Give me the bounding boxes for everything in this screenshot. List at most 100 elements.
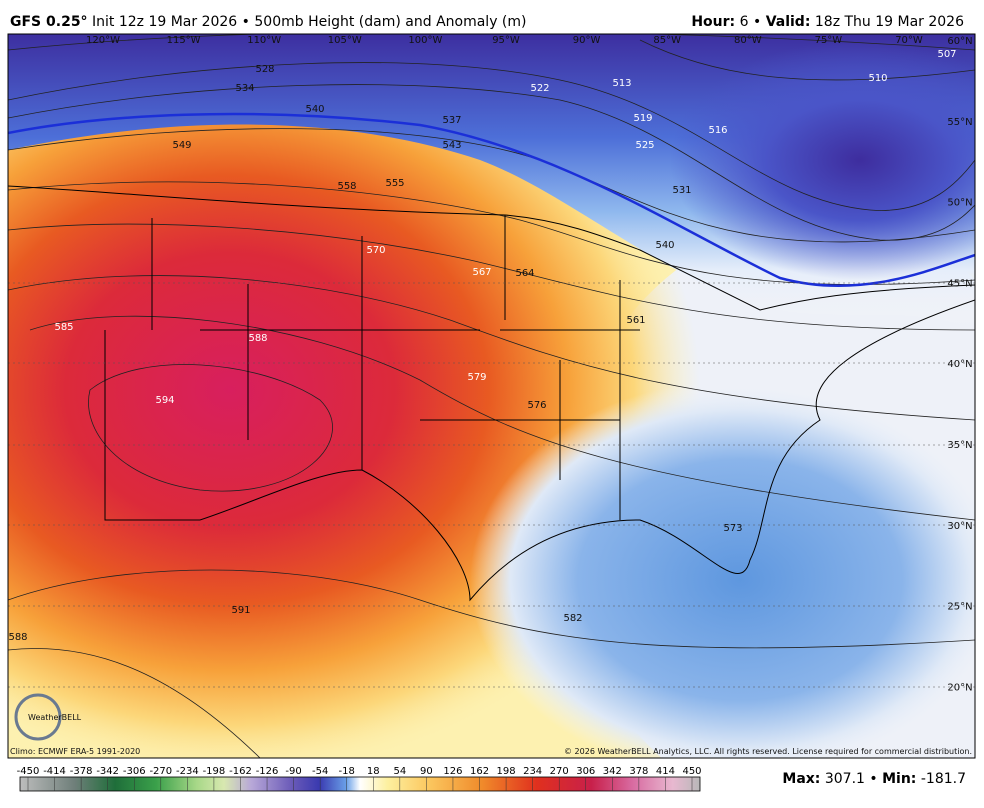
longitude-label: 95°W bbox=[492, 35, 520, 46]
title: Init 12z 19 Mar 2026 • 500mb Height (dam… bbox=[92, 14, 526, 30]
contour-label: 525 bbox=[635, 140, 654, 151]
header-left: GFS 0.25° Init 12z 19 Mar 2026 • 500mb H… bbox=[10, 14, 527, 30]
colorbar-tick-label: -162 bbox=[229, 766, 252, 777]
contour-label: 549 bbox=[172, 140, 191, 151]
contour-label: 573 bbox=[723, 523, 742, 534]
latitude-label: 25°N bbox=[947, 602, 972, 613]
latitude-label: 55°N bbox=[947, 117, 972, 128]
colorbar-tick-label: -18 bbox=[339, 766, 355, 777]
contour-label: 543 bbox=[442, 140, 461, 151]
contour-label: 534 bbox=[235, 83, 254, 94]
colorbar-tick-label: -378 bbox=[70, 766, 93, 777]
copyright: © 2026 WeatherBELL Analytics, LLC. All r… bbox=[564, 747, 972, 756]
latitude-label: 35°N bbox=[947, 440, 972, 451]
climo: Climo: ECMWF ERA-5 1991-2020 bbox=[10, 747, 140, 756]
latitude-label: 45°N bbox=[947, 278, 972, 289]
colorbar-tick-label: 306 bbox=[576, 766, 595, 777]
longitude-label: 85°W bbox=[653, 35, 681, 46]
logo-swirl bbox=[14, 693, 62, 741]
header-right: Hour: 6 • Valid: 18z Thu 19 Mar 2026 bbox=[691, 14, 964, 30]
max: 307.1 • bbox=[825, 771, 878, 787]
contour-label: 558 bbox=[337, 181, 356, 192]
longitude-label: 105°W bbox=[328, 35, 362, 46]
borders bbox=[8, 185, 975, 602]
contour-label: 588 bbox=[248, 333, 267, 344]
latitude-label: 50°N bbox=[947, 198, 972, 209]
contour-label: 522 bbox=[530, 83, 549, 94]
colorbar-tick-label: 234 bbox=[523, 766, 542, 777]
colorbar-tick-label: 162 bbox=[470, 766, 489, 777]
contour-label: 507 bbox=[937, 49, 956, 60]
min-label: Min: bbox=[882, 771, 916, 787]
contour-label: 519 bbox=[633, 113, 652, 124]
colorbar-tick-label: 90 bbox=[420, 766, 433, 777]
min: -181.7 bbox=[921, 771, 966, 787]
colorbar-tick-label: -54 bbox=[312, 766, 328, 777]
valid-label: Valid: bbox=[766, 14, 811, 30]
contour-label: 591 bbox=[231, 605, 250, 616]
max-min: Max: 307.1 • Min: -181.7 bbox=[782, 771, 966, 787]
colorbar-tick-label: -414 bbox=[43, 766, 66, 777]
valid: 18z Thu 19 Mar 2026 bbox=[815, 14, 964, 30]
contour-label: 537 bbox=[442, 115, 461, 126]
colorbar-tick-label: 54 bbox=[393, 766, 406, 777]
longitude-label: 80°W bbox=[734, 35, 762, 46]
colorbar-tick-label: -234 bbox=[176, 766, 199, 777]
contour-label: 588 bbox=[8, 632, 27, 643]
hour: 6 • bbox=[740, 14, 762, 30]
contour-label: 585 bbox=[54, 322, 73, 333]
colorbar-tick-label: -126 bbox=[256, 766, 279, 777]
map-frame bbox=[7, 33, 976, 759]
contour-label: 564 bbox=[515, 268, 534, 279]
contour-label: 531 bbox=[672, 185, 691, 196]
contour-label: 582 bbox=[563, 613, 582, 624]
contour-label: 528 bbox=[255, 64, 274, 75]
colorbar-tick-label: -198 bbox=[203, 766, 226, 777]
latitude-label: 30°N bbox=[947, 521, 972, 532]
colorbar-tick-label: 450 bbox=[682, 766, 701, 777]
contour-label: 570 bbox=[366, 245, 385, 256]
colorbar-tick-label: 342 bbox=[603, 766, 622, 777]
colorbar-tick-label: 126 bbox=[443, 766, 462, 777]
longitude-label: 110°W bbox=[247, 35, 281, 46]
contour-label: 594 bbox=[155, 395, 174, 406]
longitude-label: 90°W bbox=[573, 35, 601, 46]
contour-label: 555 bbox=[385, 178, 404, 189]
contour-label: 510 bbox=[868, 73, 887, 84]
colorbar-tick-label: 270 bbox=[550, 766, 569, 777]
model: GFS 0.25° bbox=[10, 14, 88, 30]
latitude-label: 20°N bbox=[947, 682, 972, 693]
contour-label: 540 bbox=[305, 104, 324, 115]
colorbar-tick-label: -342 bbox=[96, 766, 119, 777]
upper-low bbox=[670, 40, 975, 280]
longitude-label: 115°W bbox=[167, 35, 201, 46]
latitude-label: 40°N bbox=[947, 359, 972, 370]
geo-labels: 120°W 115°W 110°W 105°W 100°W 95°W 90°W 85°W 80°… bbox=[86, 35, 973, 693]
longitude-label: 70°W bbox=[895, 35, 923, 46]
contour-label: 540 bbox=[655, 240, 674, 251]
contour-label: 576 bbox=[527, 400, 546, 411]
colorbar bbox=[19, 776, 701, 792]
colorbar-tick-label: -90 bbox=[285, 766, 301, 777]
longitude-label: 120°W bbox=[86, 35, 120, 46]
logo-text: WeatherBELL bbox=[28, 713, 82, 722]
contour-label: 579 bbox=[467, 372, 486, 383]
colorbar-tick-label: -306 bbox=[123, 766, 146, 777]
contour-label: 561 bbox=[626, 315, 645, 326]
longitude-label: 75°W bbox=[815, 35, 843, 46]
contour-label: 513 bbox=[612, 78, 631, 89]
colorbar-tick-label: 198 bbox=[497, 766, 516, 777]
colorbar-ticks: -450 -414 -378 -342 -306 -270 -234 -198 -162 -126… bbox=[17, 766, 702, 791]
colorbar-tick-label: -270 bbox=[149, 766, 172, 777]
colorbar-tick-label: 378 bbox=[629, 766, 648, 777]
contour-540-highlight bbox=[8, 112, 975, 288]
max-label: Max: bbox=[782, 771, 820, 787]
contour-label: 567 bbox=[472, 267, 491, 278]
latitude-label: 60°N bbox=[947, 36, 972, 47]
contour-label: 516 bbox=[708, 125, 727, 136]
hour-label: Hour: bbox=[691, 14, 735, 30]
